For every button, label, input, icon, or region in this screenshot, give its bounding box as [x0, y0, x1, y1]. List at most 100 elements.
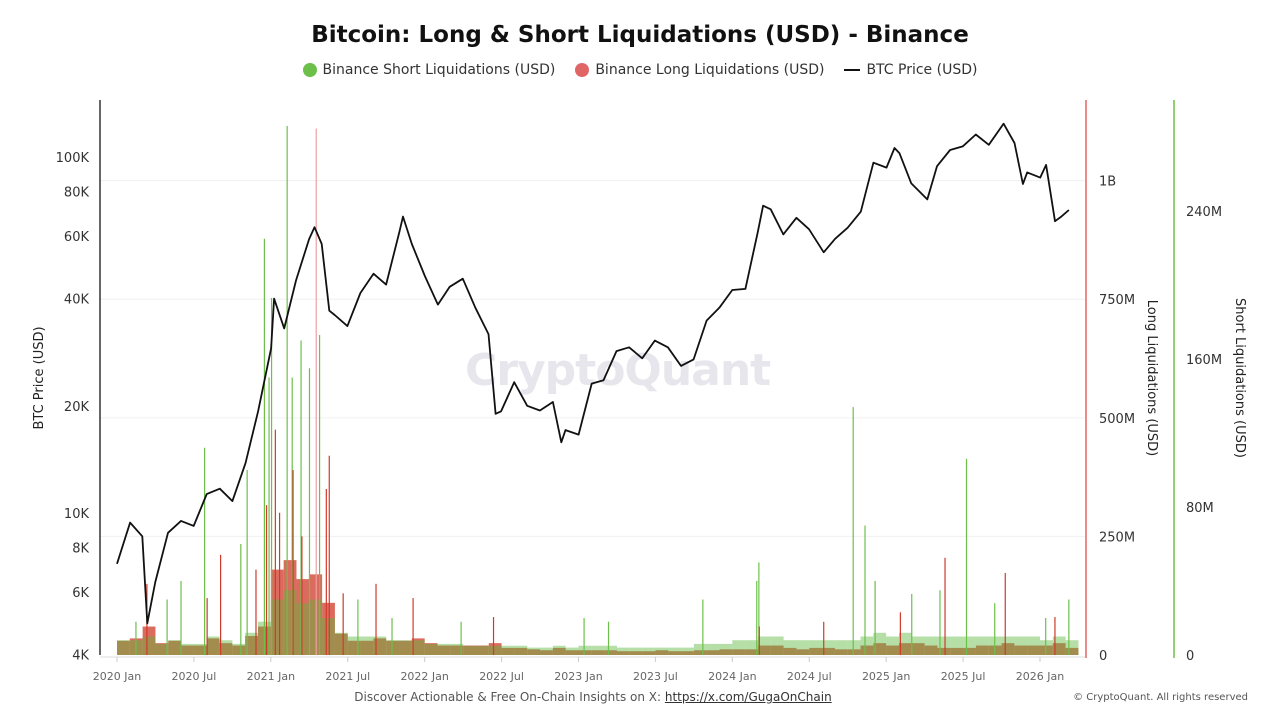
short-typical-bar	[886, 636, 899, 655]
long-typical-bar	[245, 636, 259, 655]
price-tick-label: 8K	[72, 541, 89, 556]
long-typical-bar	[565, 650, 579, 655]
long-typical-bar	[360, 640, 374, 655]
short-typical-bar	[719, 643, 733, 655]
short-typical-bar	[975, 636, 989, 655]
short-typical-bar	[937, 636, 951, 655]
short-typical-bar	[117, 640, 130, 655]
long-typical-bar	[270, 569, 284, 655]
footer-link[interactable]: https://x.com/GugaOnChain	[664, 690, 832, 704]
chart-title: Bitcoin: Long & Short Liquidations (USD)…	[311, 22, 969, 48]
long-typical-bar	[655, 650, 669, 655]
long-typical-bar	[527, 649, 541, 655]
short-typical-bar	[770, 636, 784, 655]
long-typical-bar	[834, 649, 848, 655]
short-typical-bar	[834, 640, 848, 655]
long-typical-bar	[719, 649, 733, 655]
short-typical-bar	[591, 645, 605, 655]
short-tick-label: 80M	[1186, 501, 1214, 516]
legend: Binance Short Liquidations (USD) Binance…	[0, 62, 1280, 78]
btc-price-line	[116, 122, 1070, 625]
long-typical-bar	[732, 649, 746, 655]
x-tick-label: 2021 Jul	[325, 670, 370, 683]
long-tick-label: 750M	[1099, 293, 1135, 308]
short-typical-bar	[822, 640, 835, 655]
copyright: © CryptoQuant. All rights reserved	[1073, 692, 1248, 703]
long-typical-bar	[232, 645, 246, 655]
long-typical-bar	[488, 643, 502, 655]
long-typical-bar	[463, 645, 476, 655]
short-typical-bar	[745, 640, 758, 655]
short-typical-bar	[168, 640, 182, 655]
long-typical-bar	[296, 579, 310, 655]
long-typical-bar	[322, 602, 335, 655]
short-typical-bar	[604, 645, 617, 655]
short-tick-label: 160M	[1186, 353, 1222, 368]
long-tick-label: 250M	[1099, 530, 1135, 545]
legend-item-short[interactable]: Binance Short Liquidations (USD)	[302, 62, 556, 78]
long-typical-bar	[437, 645, 451, 655]
short-typical-bar	[463, 645, 476, 655]
short-typical-bar	[322, 618, 335, 655]
long-typical-bar	[796, 649, 810, 655]
long-typical-bar	[860, 645, 874, 655]
long-typical-bar	[193, 645, 207, 655]
short-typical-bar	[219, 640, 233, 655]
long-typical-bar	[668, 651, 682, 655]
short-typical-bar	[514, 645, 528, 655]
legend-label: Binance Short Liquidations (USD)	[322, 62, 556, 78]
liquidation-bars	[117, 125, 1079, 655]
short-typical-bar	[693, 643, 707, 655]
long-typical-bar	[770, 645, 784, 655]
long-typical-bar	[847, 649, 861, 655]
short-typical-bar	[629, 647, 643, 655]
legend-item-long[interactable]: Binance Long Liquidations (USD)	[575, 62, 824, 78]
short-typical-bar	[1040, 640, 1053, 655]
short-typical-bar	[283, 590, 297, 655]
short-typical-bar	[578, 645, 592, 655]
short-typical-bar	[424, 643, 438, 655]
x-tick-label: 2022 Jan	[400, 670, 448, 683]
short-typical-bar	[334, 632, 348, 655]
short-typical-bar	[527, 647, 541, 655]
short-typical-bar	[540, 647, 553, 655]
long-typical-bar	[552, 647, 566, 655]
short-typical-bar	[488, 645, 502, 655]
long-typical-bar	[475, 645, 489, 655]
short-typical-bar	[796, 640, 810, 655]
price-tick-label: 4K	[72, 649, 89, 664]
long-typical-bar	[591, 650, 605, 655]
long-typical-bar	[117, 640, 130, 655]
long-typical-bar	[963, 647, 976, 655]
long-typical-bar	[424, 643, 438, 655]
x-tick-label: 2023 Jul	[633, 670, 678, 683]
price-axis-title: BTC Price (USD)	[32, 326, 47, 429]
short-typical-bar	[399, 640, 412, 655]
short-typical-bar	[181, 643, 194, 655]
legend-item-price[interactable]: BTC Price (USD)	[844, 62, 977, 78]
short-typical-bar	[681, 647, 694, 655]
long-typical-bar	[783, 647, 797, 655]
short-typical-bar	[860, 636, 874, 655]
long-typical-bar	[822, 647, 835, 655]
long-tick-label: 500M	[1099, 412, 1135, 427]
long-typical-bar	[181, 645, 194, 655]
legend-label: Binance Long Liquidations (USD)	[595, 62, 825, 78]
short-typical-bar	[706, 643, 720, 655]
long-typical-bar	[514, 647, 528, 655]
long-typical-bar	[809, 647, 823, 655]
watermark: CryptoQuant	[465, 345, 771, 396]
x-tick-label: 2022 Jul	[479, 670, 524, 683]
long-typical-bar	[1027, 645, 1040, 655]
red-dot-icon	[575, 63, 590, 77]
long-typical-bar	[629, 651, 643, 655]
price-tick-label: 80K	[64, 185, 90, 200]
short-typical-bar	[270, 599, 284, 655]
long-typical-bar	[450, 645, 464, 655]
short-typical-bar	[552, 645, 566, 655]
long-typical-bar	[1014, 645, 1028, 655]
short-typical-bar	[360, 636, 374, 655]
price-tick-label: 10K	[64, 507, 90, 522]
short-typical-bar	[206, 636, 220, 655]
